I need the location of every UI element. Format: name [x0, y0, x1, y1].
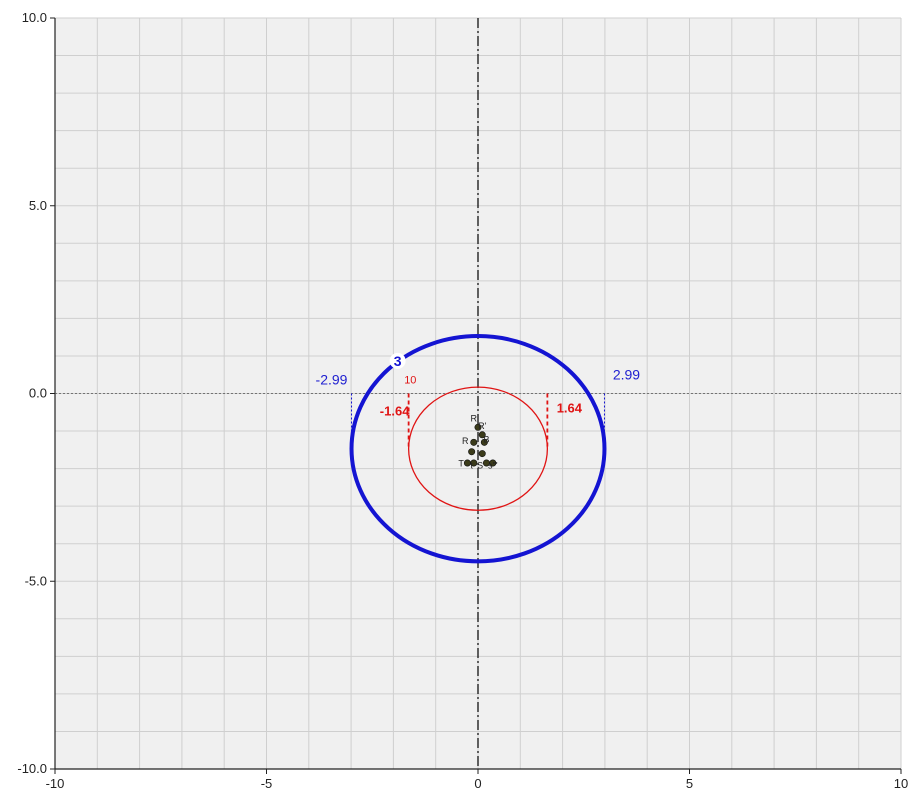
- x-tick-label: 5: [686, 776, 693, 791]
- x-tick-label: 0: [474, 776, 481, 791]
- inner-left-dimension-label: -1.64: [380, 404, 410, 419]
- x-tick-label: 10: [894, 776, 908, 791]
- point-label: T: [458, 459, 464, 469]
- point-label: S: [477, 461, 483, 471]
- inner-right-dimension-label: 1.64: [557, 401, 583, 416]
- outer-ellipse-label: 3: [394, 353, 402, 369]
- point-label: B: [483, 434, 489, 444]
- point-label: R: [462, 436, 469, 446]
- data-point: [468, 449, 474, 455]
- point-label: R': [478, 421, 486, 431]
- point-label: R: [471, 414, 478, 424]
- data-point: [471, 439, 477, 445]
- inner-ellipse-label: 10: [404, 374, 416, 386]
- y-tick-label: 0.0: [29, 386, 47, 401]
- y-tick-label: 5.0: [29, 198, 47, 213]
- outer-right-dimension-label: 2.99: [613, 367, 640, 383]
- x-tick-label: -5: [261, 776, 273, 791]
- y-tick-label: -5.0: [25, 573, 47, 588]
- y-tick-label: -10.0: [17, 761, 47, 776]
- x-tick-label: -10: [46, 776, 65, 791]
- y-tick-label: 10.0: [22, 10, 47, 25]
- outer-left-dimension-label: -2.99: [316, 372, 348, 388]
- point-label: s''': [488, 461, 498, 471]
- data-point: [479, 450, 485, 456]
